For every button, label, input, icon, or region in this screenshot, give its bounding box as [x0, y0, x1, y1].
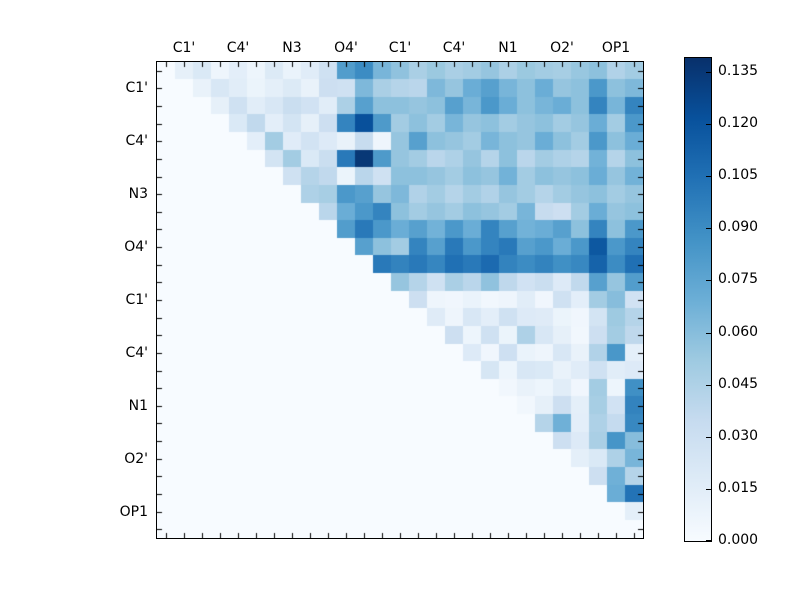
- top-axis-label: O4': [334, 40, 358, 56]
- top-axis-label: N3: [282, 40, 302, 56]
- colorbar-tick: [706, 228, 711, 229]
- left-axis-label: O4': [124, 239, 148, 256]
- top-axis-label: C4': [226, 40, 250, 56]
- colorbar-tick-label: 0.090: [718, 219, 759, 236]
- colorbar: [684, 57, 712, 542]
- top-axis-label: OP1: [601, 40, 631, 56]
- colorbar-tick-label: 0.045: [718, 375, 759, 392]
- left-axis-label: O2': [124, 450, 148, 467]
- colorbar-tick: [706, 489, 711, 490]
- left-axis-label: C4': [125, 344, 148, 361]
- colorbar-tick: [706, 280, 711, 281]
- colorbar-tick-label: 0.075: [718, 271, 759, 288]
- colorbar-tick-label: 0.060: [718, 323, 759, 340]
- heatmap-canvas: [157, 62, 643, 538]
- left-axis-label: OP1: [119, 503, 148, 520]
- top-axis-label: C4': [442, 40, 466, 56]
- colorbar-tick: [706, 385, 711, 386]
- left-axis-label: N1: [128, 397, 148, 414]
- top-axis-label: O2': [550, 40, 574, 56]
- colorbar-tick: [706, 540, 711, 541]
- colorbar-tick: [706, 72, 711, 73]
- colorbar-tick: [706, 124, 711, 125]
- colorbar-tick: [706, 437, 711, 438]
- colorbar-tick-label: 0.015: [718, 479, 759, 496]
- colorbar-tick-label: 0.135: [718, 62, 759, 79]
- left-axis-label: N3: [128, 186, 148, 203]
- colorbar-tick-label: 0.105: [718, 167, 759, 184]
- top-axis-label: C1': [388, 40, 412, 56]
- heatmap-plot: [156, 61, 644, 539]
- colorbar-tick: [706, 176, 711, 177]
- left-axis-label: C1': [125, 80, 148, 97]
- left-axis-label: C1': [125, 292, 148, 308]
- top-axis-label: C1': [172, 40, 196, 56]
- left-axis-label: C4': [125, 133, 148, 150]
- colorbar-tick-label: 0.000: [718, 532, 759, 548]
- colorbar-tick-label: 0.120: [718, 115, 759, 132]
- colorbar-tick: [706, 333, 711, 334]
- top-axis-label: N1: [498, 40, 518, 56]
- colorbar-tick-label: 0.030: [718, 427, 759, 444]
